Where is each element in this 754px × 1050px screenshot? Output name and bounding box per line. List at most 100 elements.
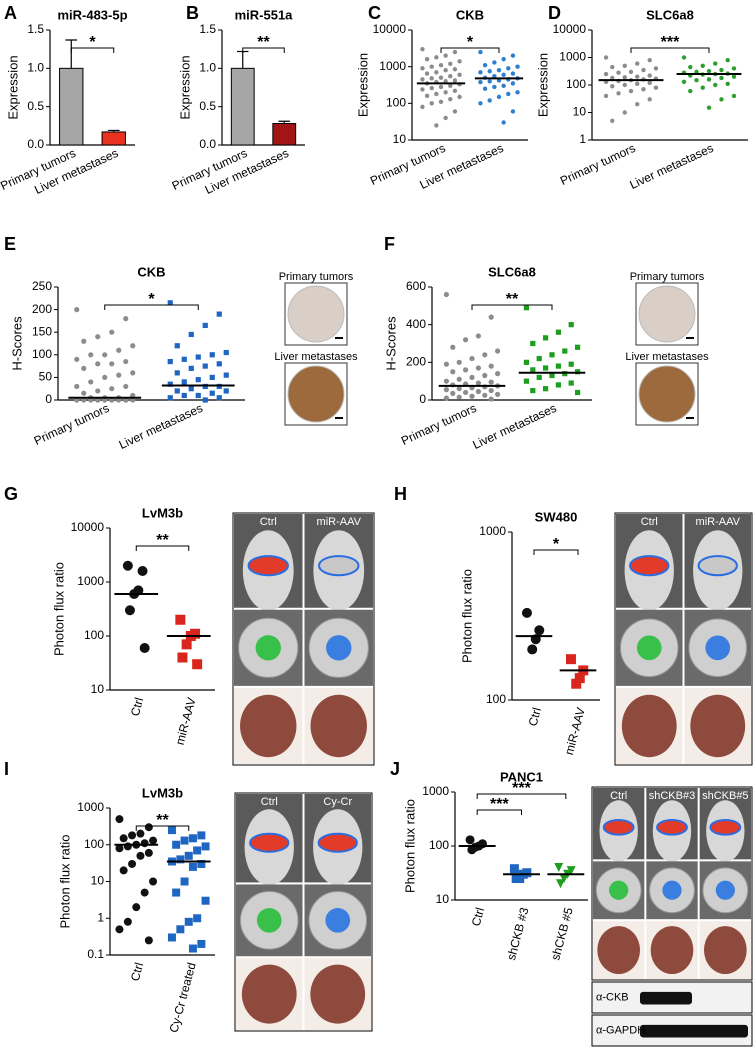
data-point [81, 338, 87, 344]
blot-label: α-CKB [596, 991, 629, 1003]
chart-title: LvM3b [142, 505, 183, 520]
data-point [424, 93, 430, 99]
data-point [123, 316, 129, 322]
data-point [456, 376, 462, 382]
data-point [434, 70, 439, 75]
panel-label: B [186, 3, 199, 23]
data-point [209, 374, 215, 380]
data-point [176, 925, 185, 934]
data-point [719, 67, 724, 73]
data-point [137, 565, 148, 576]
data-point [469, 393, 475, 399]
data-point [482, 352, 488, 358]
data-point [681, 79, 687, 85]
data-point [181, 356, 187, 362]
image-label: Ctrl [641, 516, 658, 528]
chart-title: SLC6a8 [646, 7, 694, 22]
data-point [688, 64, 693, 70]
liver [704, 926, 747, 975]
data-point [568, 322, 574, 328]
y-tick-label: 150 [32, 324, 52, 338]
data-point [527, 644, 538, 655]
well-signal [609, 880, 629, 900]
y-tick-label: 1000 [422, 784, 449, 798]
significance-label: * [89, 34, 96, 51]
chart-title: CKB [456, 7, 484, 22]
scale-bar [686, 337, 694, 339]
data-point [622, 63, 627, 68]
data-point [478, 79, 483, 85]
data-point [469, 374, 475, 380]
bar [272, 123, 297, 146]
data-point [167, 381, 173, 387]
y-tick-label: 0.0 [27, 137, 44, 151]
data-point [506, 91, 511, 97]
data-point [575, 344, 581, 350]
chart-title: SW480 [535, 509, 578, 524]
data-point [443, 387, 449, 393]
data-point [495, 371, 501, 377]
y-tick-label: 100 [84, 837, 104, 851]
data-point [495, 391, 501, 397]
data-point [115, 815, 124, 824]
data-point [465, 835, 475, 845]
bioluminescence [249, 832, 290, 853]
image-label: miR-AAV [696, 516, 741, 528]
bioluminescence [318, 555, 360, 577]
data-point [543, 335, 549, 341]
data-point [102, 352, 108, 358]
chart-title: miR-551a [235, 7, 294, 22]
data-point [694, 69, 699, 75]
panel-label: F [384, 234, 395, 254]
data-point [124, 605, 135, 616]
data-point [197, 859, 206, 868]
data-point [448, 83, 453, 89]
x-tick-label: Ctrl [128, 696, 146, 718]
data-point [223, 388, 229, 394]
y-tick-label: 600 [406, 279, 426, 293]
significance-bracket [476, 809, 522, 815]
data-point [420, 46, 425, 52]
data-point [523, 359, 529, 365]
data-point [616, 91, 621, 96]
data-point [195, 377, 201, 383]
scale-bar [335, 417, 343, 419]
data-point [510, 81, 516, 86]
data-point [429, 101, 434, 106]
data-point [443, 291, 449, 298]
data-point [139, 642, 150, 653]
data-point [177, 652, 188, 663]
data-point [647, 97, 652, 102]
data-point [144, 848, 153, 857]
bar [230, 67, 255, 146]
well-signal [325, 908, 351, 933]
data-point [448, 73, 453, 79]
data-point [700, 63, 705, 68]
data-point [510, 71, 516, 76]
significance-bracket [476, 793, 567, 799]
data-point [184, 851, 193, 860]
y-axis-label: Photon flux ratio [459, 569, 474, 663]
bar [101, 131, 126, 146]
data-point [555, 363, 561, 369]
significance-label: * [467, 34, 474, 51]
bioluminescence [709, 819, 742, 836]
data-point [74, 383, 80, 390]
data-point [549, 352, 555, 358]
data-point [450, 390, 456, 397]
data-point [688, 88, 693, 94]
data-point [457, 72, 462, 78]
data-point [501, 72, 506, 78]
y-axis-label: H-Scores [383, 316, 398, 371]
well-signal [256, 908, 282, 933]
data-point [510, 53, 516, 58]
y-tick-label: 100 [429, 838, 449, 852]
panel-label: G [4, 484, 18, 504]
data-point [149, 836, 158, 845]
data-point [496, 78, 502, 83]
data-point [488, 396, 494, 402]
data-point [420, 87, 425, 92]
data-point [115, 925, 124, 934]
data-point [571, 678, 582, 689]
